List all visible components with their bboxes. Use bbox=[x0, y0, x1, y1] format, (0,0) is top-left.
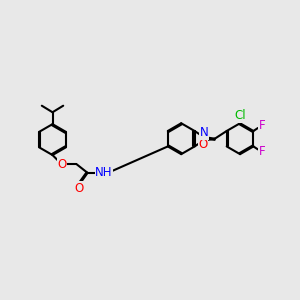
Text: NH: NH bbox=[95, 166, 113, 179]
Text: O: O bbox=[74, 182, 83, 195]
Text: F: F bbox=[259, 145, 265, 158]
Text: F: F bbox=[259, 119, 265, 132]
Text: O: O bbox=[57, 158, 66, 171]
Text: O: O bbox=[199, 138, 208, 151]
Text: N: N bbox=[200, 126, 208, 139]
Text: Cl: Cl bbox=[234, 109, 246, 122]
